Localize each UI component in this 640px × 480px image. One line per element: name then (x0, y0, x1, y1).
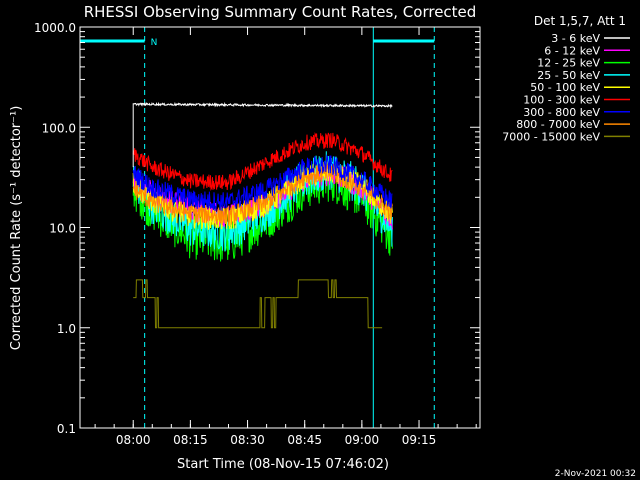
legend-entry-label: 12 - 25 keV (537, 57, 600, 70)
series-layer (132, 101, 393, 329)
y-axis-label: Corrected Count Rate (s⁻¹ detector⁻¹) (9, 106, 24, 351)
y-tick-label: 1000.0 (34, 21, 76, 35)
legend-entry-label: 100 - 300 keV (523, 94, 600, 107)
legend-entry-label: 25 - 50 keV (537, 69, 600, 82)
x-tick-label: 08:45 (287, 433, 322, 447)
legend-entry-label: 800 - 7000 keV (516, 118, 600, 131)
series-line (132, 154, 393, 212)
x-tick-label: 08:00 (116, 433, 151, 447)
series-line (133, 279, 383, 329)
y-tick-label: 1.0 (57, 322, 76, 336)
chart-title: RHESSI Observing Summary Count Rates, Co… (84, 3, 477, 21)
y-tick-label: 100.0 (42, 121, 76, 135)
y-tick-label: 10.0 (49, 222, 76, 236)
legend-entry-label: 7000 - 15000 keV (502, 130, 600, 143)
marker-bar-label: N (151, 38, 158, 48)
series-line (132, 131, 393, 191)
x-tick-label: 08:15 (173, 433, 208, 447)
x-ticks: 08:00 08:15 08:30 08:45 09:00 09:15 (94, 27, 477, 447)
x-tick-label: 08:30 (230, 433, 265, 447)
legend-entry-label: 6 - 12 keV (544, 44, 600, 57)
x-tick-label: 09:15 (402, 433, 437, 447)
legend-header: Det 1,5,7, Att 1 (534, 14, 626, 28)
legend-entry-label: 3 - 6 keV (551, 32, 600, 45)
x-tick-label: 09:00 (345, 433, 380, 447)
series-line (132, 101, 393, 168)
x-axis-label: Start Time (08-Nov-15 07:46:02) (177, 457, 389, 472)
y-ticks: 1000.0 100.0 10.0 1.0 0.1 (34, 21, 480, 436)
footer-timestamp: 2-Nov-2021 00:32 (555, 469, 636, 479)
legend-entry-label: 50 - 100 keV (530, 81, 600, 94)
legend-entry-label: 300 - 800 keV (523, 106, 600, 119)
y-tick-label: 0.1 (57, 422, 76, 436)
